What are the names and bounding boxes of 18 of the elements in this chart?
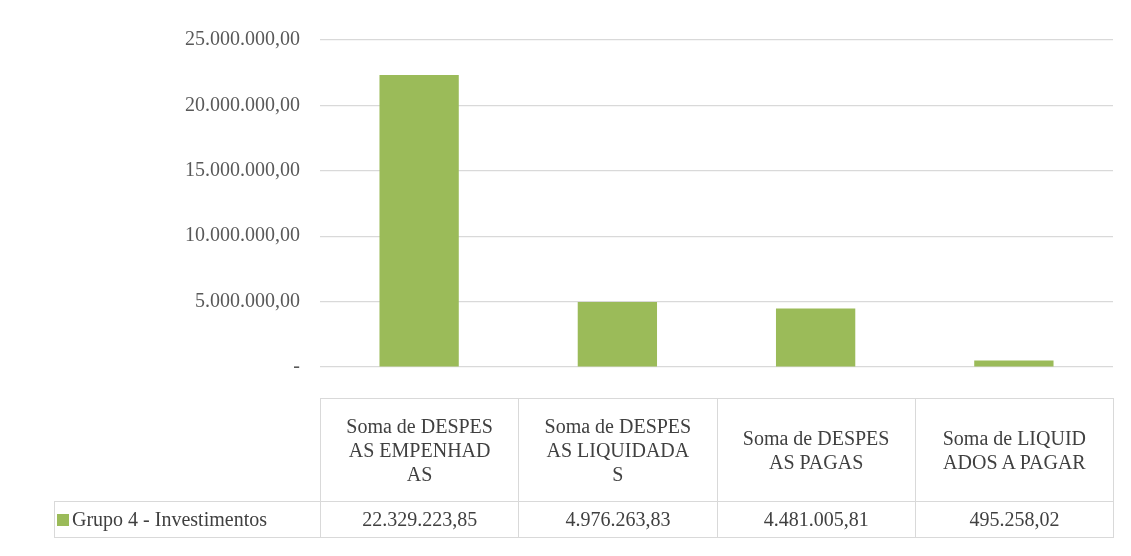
y-tick-label: - — [293, 354, 300, 377]
x-tick-label: Soma de DESPESAS LIQUIDADAS — [518, 398, 717, 502]
data-label: 4.976.263,83 — [518, 501, 717, 538]
y-tick-label: 10.000.000,00 — [185, 223, 300, 246]
y-tick-label: 15.000.000,00 — [185, 158, 300, 181]
bar — [379, 74, 459, 367]
y-tick-label: 20.000.000,00 — [185, 92, 300, 115]
data-label: 495.258,02 — [915, 501, 1114, 538]
y-tick-label: 5.000.000,00 — [195, 288, 300, 311]
bar — [577, 301, 658, 367]
x-tick-label: Soma de LIQUIDADOS A PAGAR — [915, 398, 1114, 502]
data-label: 4.481.005,81 — [717, 501, 916, 538]
y-tick-label: 25.000.000,00 — [185, 27, 300, 50]
x-tick-label: Soma de DESPESAS EMPENHADAS — [320, 398, 519, 502]
bar — [775, 308, 856, 367]
x-tick-label: Soma de DESPESAS PAGAS — [717, 398, 916, 502]
data-label: 22.329.223,85 — [320, 501, 519, 538]
legend-label: Grupo 4 - Investimentos — [54, 501, 321, 538]
